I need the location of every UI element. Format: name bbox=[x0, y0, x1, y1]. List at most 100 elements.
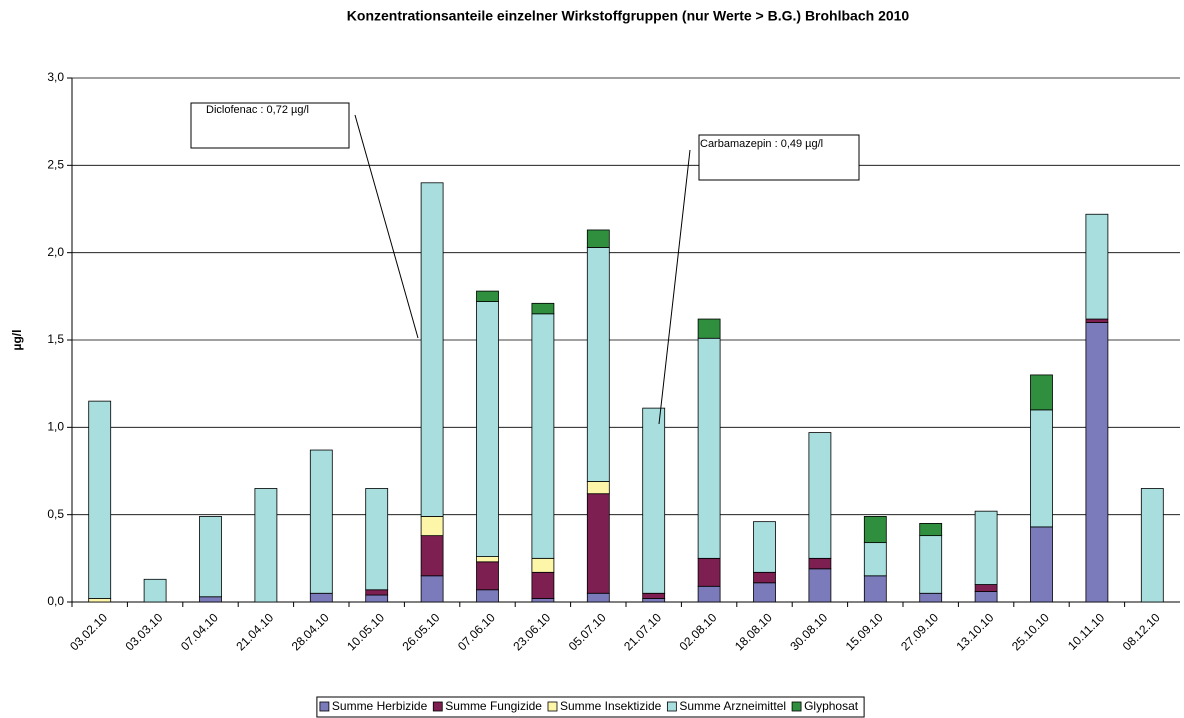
x-tick-label: 30.08.10 bbox=[787, 610, 830, 653]
x-tick-label: 23.06.10 bbox=[510, 610, 553, 653]
annotation-text: Carbamazepin : 0,49 µg/l bbox=[700, 138, 823, 150]
bar-segment bbox=[863, 542, 887, 577]
bar-segment bbox=[531, 302, 555, 315]
bar-segment bbox=[863, 575, 887, 603]
bar-segment bbox=[642, 592, 666, 599]
legend-swatch bbox=[791, 701, 802, 712]
bar-segment bbox=[642, 407, 666, 594]
x-tick-label: 21.04.10 bbox=[233, 610, 276, 653]
bar-segment bbox=[476, 290, 499, 302]
bar-segment bbox=[1030, 526, 1053, 603]
bar-segment bbox=[586, 247, 610, 482]
x-tick-label: 13.10.10 bbox=[954, 610, 997, 653]
x-tick-label: 10.05.10 bbox=[344, 610, 387, 653]
y-tick-label: 2,0 bbox=[47, 245, 64, 259]
bar-segment bbox=[753, 571, 776, 584]
bar-segment bbox=[199, 516, 222, 598]
bar-segment bbox=[919, 535, 943, 594]
bar-segment bbox=[143, 578, 167, 603]
legend-label: Summe Insektizide bbox=[560, 699, 662, 713]
bar-segment bbox=[586, 592, 610, 603]
bar-segment bbox=[1030, 374, 1053, 411]
bar-segment bbox=[808, 568, 832, 603]
bar-segment bbox=[254, 488, 278, 603]
x-tick-label: 18.08.10 bbox=[732, 610, 775, 653]
bar-segment bbox=[476, 589, 499, 603]
bar-segment bbox=[753, 521, 776, 573]
legend-swatch bbox=[319, 701, 330, 712]
legend-label: Summe Fungizide bbox=[445, 699, 542, 713]
x-tick-label: 25.10.10 bbox=[1009, 610, 1052, 653]
bar-segment bbox=[476, 556, 499, 563]
bar-segment bbox=[420, 535, 444, 577]
y-tick-label: 1,0 bbox=[47, 420, 64, 434]
bar-segment bbox=[642, 598, 666, 603]
bar-segment bbox=[974, 591, 998, 603]
bar-segment bbox=[586, 229, 610, 248]
annotation-line bbox=[354, 114, 419, 339]
legend-label: Glyphosat bbox=[804, 699, 859, 713]
x-tick-label: 08.12.10 bbox=[1120, 610, 1163, 653]
y-tick-label: 2,5 bbox=[47, 158, 64, 172]
annotation: Diclofenac : 0,72 µg/l bbox=[190, 102, 419, 339]
x-tick-label: 07.06.10 bbox=[455, 610, 498, 653]
bar-segment bbox=[1085, 322, 1109, 603]
legend-swatch bbox=[432, 701, 443, 712]
bar-segment bbox=[974, 510, 998, 585]
bar-segment bbox=[365, 589, 389, 596]
legend: Summe Herbizide Summe Fungizide Summe Inse… bbox=[316, 696, 865, 718]
x-tick-label: 28.04.10 bbox=[289, 610, 332, 653]
y-tick-label: 0,0 bbox=[47, 594, 64, 608]
bar-segment bbox=[531, 557, 555, 573]
bar-segment bbox=[863, 516, 887, 544]
bar-segment bbox=[1030, 409, 1053, 528]
bar-segment bbox=[531, 598, 555, 603]
bar-segment bbox=[697, 318, 721, 339]
bar-segment bbox=[420, 575, 444, 603]
bar-segment bbox=[808, 557, 832, 570]
bar-segment bbox=[531, 571, 555, 599]
bar-segment bbox=[1085, 213, 1109, 320]
x-tick-label: 27.09.10 bbox=[898, 610, 941, 653]
x-tick-label: 10.11.10 bbox=[1065, 610, 1108, 653]
annotation-line bbox=[658, 149, 691, 425]
annotation-text: Diclofenac : 0,72 µg/l bbox=[206, 104, 309, 116]
bar-segment bbox=[309, 592, 333, 603]
bar-segment bbox=[919, 523, 943, 537]
y-tick-label: 3,0 bbox=[47, 70, 64, 84]
plot-area: 0,0 0,5 1,0 1,5 2,0 2,5 3,0 03.02.10 03.03.10 07.… bbox=[47, 70, 1180, 653]
bar-segment bbox=[586, 481, 610, 495]
x-tick-label: 03.02.10 bbox=[67, 610, 110, 653]
bar-segment bbox=[974, 584, 998, 592]
legend-label: Summe Arzneimittel bbox=[679, 699, 786, 713]
legend-swatch bbox=[666, 701, 677, 712]
bar-segment bbox=[476, 561, 499, 591]
bar-segment bbox=[365, 488, 389, 591]
bar-segment bbox=[476, 301, 499, 557]
y-axis-label: µg/l bbox=[10, 330, 24, 351]
chart-title: Konzentrationsanteile einzelner Wirkstof… bbox=[347, 8, 910, 24]
bar-segment bbox=[1085, 318, 1109, 323]
x-tick-label: 03.03.10 bbox=[123, 610, 166, 653]
legend-label: Summe Herbizide bbox=[332, 699, 428, 713]
bar-segment bbox=[531, 313, 555, 559]
bar-segment bbox=[420, 516, 444, 537]
bar-segment bbox=[753, 582, 776, 603]
x-tick-label: 02.08.10 bbox=[677, 610, 720, 653]
annotation-box bbox=[190, 102, 350, 149]
x-tick-label: 15.09.10 bbox=[843, 610, 886, 653]
bar-segment bbox=[808, 432, 832, 559]
bar-segment bbox=[309, 449, 333, 594]
bar-segment bbox=[697, 557, 721, 587]
x-tick-label: 05.07.10 bbox=[566, 610, 609, 653]
bar-segment bbox=[586, 493, 610, 594]
x-tick-label: 21.07.10 bbox=[621, 610, 664, 653]
y-tick-label: 0,5 bbox=[47, 507, 64, 521]
bar-segment bbox=[88, 400, 112, 599]
bar-segment bbox=[88, 598, 112, 603]
y-tick-label: 1,5 bbox=[47, 332, 64, 346]
annotation-box bbox=[698, 134, 860, 181]
bar-segment bbox=[697, 337, 721, 559]
bar-segment bbox=[697, 585, 721, 603]
